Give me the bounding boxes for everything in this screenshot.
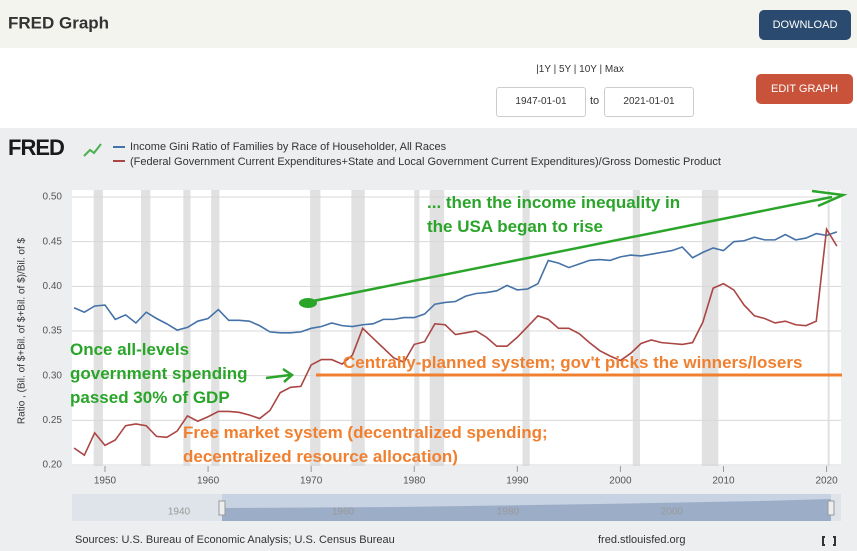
shaded-period: [141, 190, 151, 466]
y-tick-label: 0.40: [43, 281, 63, 292]
annotation: Once all-levels government spending pass…: [70, 340, 248, 407]
x-tick-label: 1980: [403, 476, 426, 487]
navigator-label: 2000: [661, 507, 684, 518]
start-date[interactable]: 1947-01-01: [496, 87, 586, 117]
navigator-handle[interactable]: [218, 500, 226, 516]
edit-graph-button[interactable]: EDIT GRAPH: [756, 74, 853, 104]
x-tick-label: 2020: [815, 476, 838, 487]
shaded-period: [701, 190, 719, 466]
site: fred.stlouisfed.org: [598, 534, 685, 546]
series-line: [73, 226, 838, 457]
shaded-period: [414, 190, 420, 466]
annotation: Centrally-planned system; gov't picks th…: [343, 353, 803, 372]
y-tick-label: 0.35: [43, 326, 63, 337]
annotation-arrow: [265, 373, 291, 380]
navigator-label: 1960: [332, 507, 355, 518]
annotation: Free market system (decentralized spendi…: [183, 423, 548, 466]
x-tick-label: 2000: [609, 476, 632, 487]
shaded-period: [211, 190, 220, 466]
y-tick-label: 0.25: [43, 415, 63, 426]
navigator-label: 1980: [497, 507, 520, 518]
navigator-label: 1940: [168, 507, 191, 518]
annotation-arrow: [307, 195, 833, 304]
y-tick-label: 0.20: [43, 460, 63, 471]
shaded-period: [632, 190, 640, 466]
navigator-series: [222, 499, 831, 521]
shaded-period: [429, 190, 445, 466]
shaded-period: [93, 190, 103, 466]
annotation: ... then the income inequality in the US…: [427, 193, 681, 236]
series-line: [73, 231, 838, 334]
x-tick-label: 1990: [506, 476, 529, 487]
range-selector[interactable]: |1Y | 5Y | 10Y | Max: [536, 64, 624, 75]
sources: Sources: U.S. Bureau of Economic Analysi…: [75, 534, 395, 546]
y-axis-label: Ratio , (Bil. of $+Bil. of $+Bil. of $)/…: [17, 237, 28, 424]
page-title: FRED Graph: [8, 13, 109, 32]
annotation-arrowhead: [282, 367, 295, 383]
x-tick-label: 2010: [712, 476, 735, 487]
x-tick-label: 1970: [300, 476, 323, 487]
end-date[interactable]: 2021-01-01: [604, 87, 694, 117]
fred-logo: FRED: [8, 135, 64, 160]
legend-entry: Income Gini Ratio of Families by Race of…: [130, 141, 447, 153]
navigator-handle[interactable]: [827, 500, 835, 516]
legend-entry: (Federal Government Current Expenditures…: [130, 156, 721, 168]
shaded-period: [351, 190, 365, 466]
y-tick-label: 0.50: [43, 192, 63, 203]
annotation-arrowhead: [811, 189, 848, 208]
x-tick-label: 1960: [197, 476, 220, 487]
date-separator: to: [590, 95, 600, 107]
logo-icon: [83, 143, 102, 157]
download-button[interactable]: DOWNLOAD: [759, 10, 851, 40]
y-tick-label: 0.45: [43, 236, 63, 247]
shaded-period: [827, 190, 830, 466]
header-bar: [0, 0, 857, 48]
x-tick-label: 1950: [94, 476, 117, 487]
fullscreen-icon[interactable]: [822, 536, 836, 546]
y-tick-label: 0.30: [43, 370, 63, 381]
